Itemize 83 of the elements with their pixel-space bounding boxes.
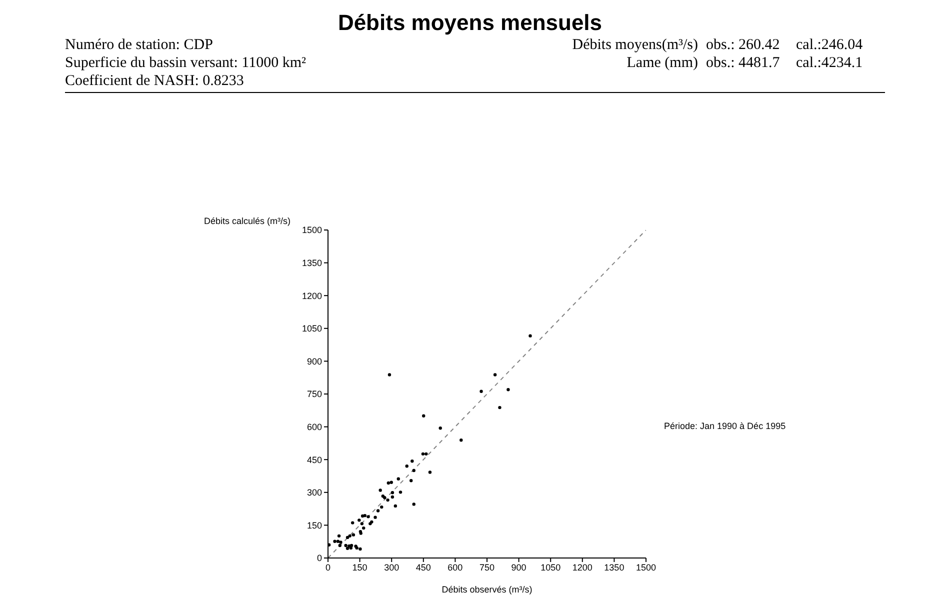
point — [438, 426, 442, 430]
point — [336, 540, 340, 543]
point — [412, 468, 416, 472]
point — [394, 504, 398, 508]
point — [528, 334, 532, 338]
point — [358, 518, 361, 522]
point — [460, 438, 463, 442]
text: obs.: 260.42 — [706, 36, 781, 54]
x-tick-label: 1050 — [540, 562, 561, 572]
point — [338, 544, 342, 548]
text: cal.:4234.1 — [796, 54, 863, 72]
point — [337, 534, 341, 538]
text: cal.:246.04 — [796, 36, 863, 54]
chart-title: Débits moyens mensuels — [336, 10, 604, 36]
point — [328, 543, 331, 546]
point — [421, 452, 425, 456]
y-tick-label: 450 — [306, 454, 322, 465]
point — [346, 536, 350, 540]
point — [339, 540, 342, 544]
y-axis-title: Débits calculés (m³/s) — [204, 216, 291, 226]
point — [350, 544, 354, 548]
x-tick-label: 150 — [352, 562, 368, 572]
point — [412, 502, 416, 506]
point — [396, 477, 400, 480]
point — [424, 452, 428, 456]
point — [480, 390, 483, 393]
y-tick-label: 150 — [306, 520, 322, 530]
x-tick-label: 300 — [384, 562, 400, 572]
point — [333, 540, 336, 543]
point — [422, 414, 426, 418]
point — [410, 478, 413, 482]
point — [498, 406, 502, 410]
x-tick-label: 600 — [448, 562, 463, 572]
y-tick-label: 1200 — [302, 290, 322, 301]
text: Débits moyens(m³/s) — [571, 36, 698, 54]
point — [358, 547, 362, 551]
text: Numéro de station: CDP — [65, 36, 214, 54]
point — [506, 388, 510, 392]
y-tick-label: 900 — [306, 356, 322, 366]
text: Superficie du bassin versant: 11000 km² — [65, 54, 306, 72]
x-tick-label: 750 — [479, 562, 495, 572]
point — [363, 514, 366, 518]
text: obs.: 4481.7 — [706, 54, 781, 72]
point — [360, 522, 364, 526]
point — [493, 373, 497, 376]
point — [390, 480, 393, 484]
point — [410, 460, 414, 463]
y-tick-label: 750 — [306, 389, 322, 400]
y-tick-label: 300 — [306, 488, 322, 498]
x-tick-label: 1200 — [572, 562, 592, 572]
x-tick-label: 0 — [325, 562, 331, 572]
point — [346, 546, 350, 550]
x-axis-title: Débits observés (m³/s) — [442, 584, 532, 594]
y-tick-label: 1350 — [302, 258, 322, 268]
point — [366, 515, 370, 518]
point — [388, 373, 392, 376]
text: Coefficient de NASH: 0.8233 — [65, 72, 245, 90]
point — [378, 488, 382, 492]
point — [348, 534, 352, 538]
x-tick-label: 1500 — [636, 562, 656, 572]
text: Lame (mm) — [626, 54, 698, 72]
point — [350, 521, 354, 524]
x-tick-label: 1350 — [604, 562, 624, 572]
point — [362, 526, 366, 530]
point — [390, 491, 394, 494]
y-tick-label: 600 — [306, 422, 322, 432]
point — [380, 505, 384, 509]
point — [352, 533, 356, 536]
y-tick-label: 1050 — [302, 324, 322, 334]
y-tick-label: 0 — [316, 553, 322, 564]
text: Période: Jan 1990 à Déc 1995 — [664, 421, 786, 431]
x-tick-label: 450 — [416, 562, 431, 572]
point — [390, 495, 394, 499]
point — [386, 481, 390, 485]
y-tick-label: 1500 — [302, 225, 322, 236]
point — [376, 509, 380, 512]
point — [386, 498, 390, 502]
point — [428, 470, 432, 474]
point — [344, 544, 348, 548]
point — [374, 516, 377, 519]
point — [398, 490, 402, 494]
x-tick-label: 900 — [511, 562, 526, 572]
point — [405, 464, 408, 468]
